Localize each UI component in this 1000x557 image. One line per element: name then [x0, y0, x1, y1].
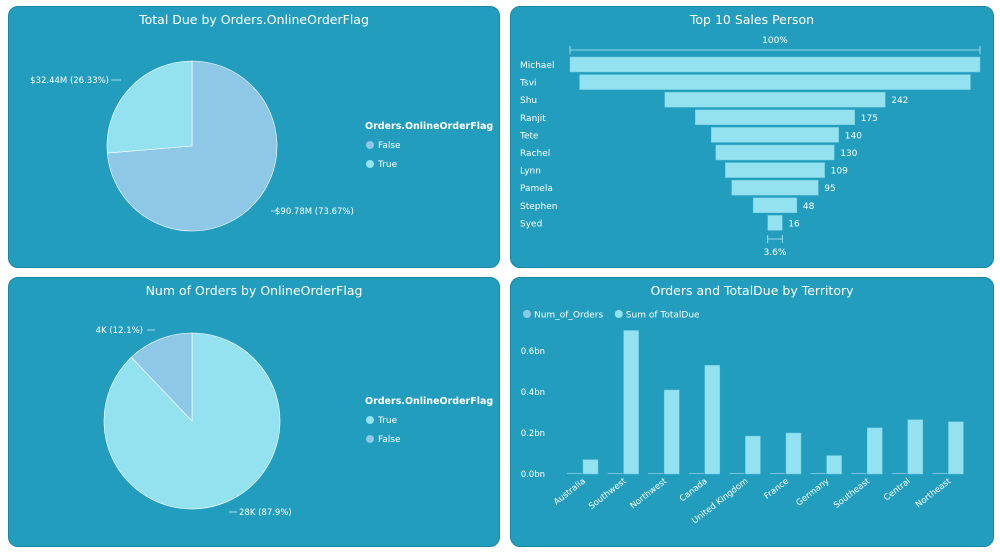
- legend-marker: [366, 416, 374, 424]
- category-label: Ranjit: [520, 114, 546, 124]
- x-tick-label: Central: [882, 476, 913, 503]
- legend-marker: [614, 310, 623, 318]
- legend-label: True: [377, 160, 398, 170]
- data-label: 109: [831, 167, 848, 177]
- bar-num-of-orders: [851, 473, 867, 474]
- data-label: 175: [861, 114, 878, 124]
- legend-marker: [366, 160, 374, 168]
- bar-num-of-orders: [648, 473, 664, 474]
- data-label: 140: [845, 131, 862, 141]
- category-label: Michael: [520, 61, 554, 71]
- y-tick-label: 0.2bn: [521, 429, 545, 439]
- pie-chart-num-orders: 28K (87.9%) 4K (12.1%) Orders.OnlineOrderF…: [96, 326, 494, 518]
- bar-num-of-orders: [607, 473, 623, 474]
- funnel-bar: [664, 91, 886, 108]
- funnel-bar: [579, 74, 971, 90]
- bar-num-of-orders: [770, 473, 785, 474]
- chart-panel-total-due: Total Due by Orders.OnlineOrderFlag $90.…: [8, 6, 500, 268]
- bar-num-of-orders: [891, 473, 907, 474]
- y-tick-label: 0.0bn: [521, 470, 545, 480]
- legend-title: Orders.OnlineOrderFlag: [365, 121, 493, 132]
- data-label: 28K (87.9%): [239, 508, 292, 518]
- bar-num-of-orders: [932, 473, 948, 474]
- x-tick-label: France: [762, 476, 790, 501]
- y-tick-label: 0.6bn: [521, 347, 545, 357]
- chart-panel-territory: Orders and TotalDue by Territory Num_of_…: [510, 277, 994, 547]
- funnel-bar: [715, 144, 835, 161]
- x-tick-label: Northwest: [628, 476, 669, 511]
- legend-marker: [366, 141, 374, 149]
- funnel-bar: [731, 179, 819, 196]
- bar-sum-of-totaldue: [745, 435, 761, 475]
- bar-sum-of-totaldue: [785, 432, 802, 475]
- category-label: Syed: [520, 219, 542, 229]
- bar-sum-of-totaldue: [582, 459, 599, 475]
- bar-sum-of-totaldue: [948, 421, 964, 475]
- funnel-bar: [569, 56, 981, 73]
- category-label: Tete: [519, 131, 539, 141]
- data-label: 4K (12.1%): [96, 326, 143, 336]
- bar-chart-territory: Num_of_Orders Sum of TotalDue 0.0bn 0.2bn 0.…: [521, 310, 964, 526]
- bar-sum-of-totaldue: [866, 427, 883, 475]
- legend-label: Sum of TotalDue: [626, 311, 700, 321]
- data-label: 242: [891, 96, 908, 106]
- category-label: Tsvi: [519, 79, 537, 89]
- funnel-bar: [725, 162, 825, 178]
- legend-label: True: [377, 416, 398, 426]
- bar-sum-of-totaldue: [704, 365, 721, 475]
- category-label: Stephen: [520, 202, 557, 212]
- bar-sum-of-totaldue: [826, 455, 842, 475]
- funnel-bottom-label: 3.6%: [764, 248, 787, 258]
- bar-sum-of-totaldue: [663, 389, 680, 475]
- pie-slice-false: [130, 332, 193, 422]
- funnel-bar: [767, 215, 783, 231]
- data-label: $32.44M (26.33%): [30, 76, 109, 86]
- pie-chart-total-due: $90.78M (73.67%) $32.44M (26.33%) Orders.O…: [30, 60, 493, 232]
- x-tick-label: Southeast: [832, 476, 872, 511]
- funnel-chart-top-sales: 100% Michael Tsvi Shu 242 Ranjit 175 Tete 140 Rac…: [519, 36, 981, 258]
- bar-num-of-orders: [810, 473, 826, 474]
- data-label: 130: [840, 149, 857, 159]
- data-label: 48: [803, 202, 815, 212]
- funnel-bar: [752, 197, 798, 214]
- chart-panel-top-sales: Top 10 Sales Person 100% Michael Tsvi Shu 24…: [510, 6, 994, 268]
- bar-num-of-orders: [567, 473, 582, 474]
- category-label: Rachel: [520, 149, 550, 159]
- bar-sum-of-totaldue: [907, 419, 924, 475]
- chart-title: Total Due by Orders.OnlineOrderFlag: [139, 12, 369, 27]
- data-label: 16: [788, 219, 800, 229]
- funnel-bar: [695, 109, 855, 126]
- x-tick-label: Australia: [552, 476, 588, 507]
- category-label: Lynn: [520, 167, 541, 177]
- x-tick-label: Canada: [678, 476, 710, 504]
- pie-slice-true: [106, 60, 193, 154]
- bar-num-of-orders: [688, 473, 704, 474]
- legend-label: False: [378, 435, 401, 445]
- legend-marker: [366, 435, 374, 443]
- funnel-bar: [710, 127, 840, 143]
- legend-marker: [523, 310, 531, 318]
- chart-panel-num-orders: Num of Orders by OnlineOrderFlag 28K (87…: [8, 277, 500, 547]
- data-label: $90.78M (73.67%): [275, 207, 354, 217]
- data-label: 95: [824, 184, 835, 194]
- y-tick-label: 0.4bn: [521, 388, 545, 398]
- chart-title: Top 10 Sales Person: [689, 12, 815, 27]
- legend-title: Orders.OnlineOrderFlag: [365, 396, 493, 407]
- category-label: Pamela: [520, 184, 553, 194]
- bar-num-of-orders: [729, 473, 745, 474]
- chart-title: Num of Orders by OnlineOrderFlag: [145, 283, 363, 298]
- bar-sum-of-totaldue: [623, 330, 639, 475]
- x-tick-label: Germany: [794, 476, 831, 508]
- chart-title: Orders and TotalDue by Territory: [650, 283, 854, 298]
- x-tick-label: Northeast: [914, 476, 954, 510]
- x-tick-label: Southwest: [587, 476, 629, 512]
- funnel-top-label: 100%: [762, 36, 788, 46]
- legend-label: Num_of_Orders: [534, 311, 603, 321]
- category-label: Shu: [520, 96, 537, 106]
- legend-label: False: [378, 141, 401, 151]
